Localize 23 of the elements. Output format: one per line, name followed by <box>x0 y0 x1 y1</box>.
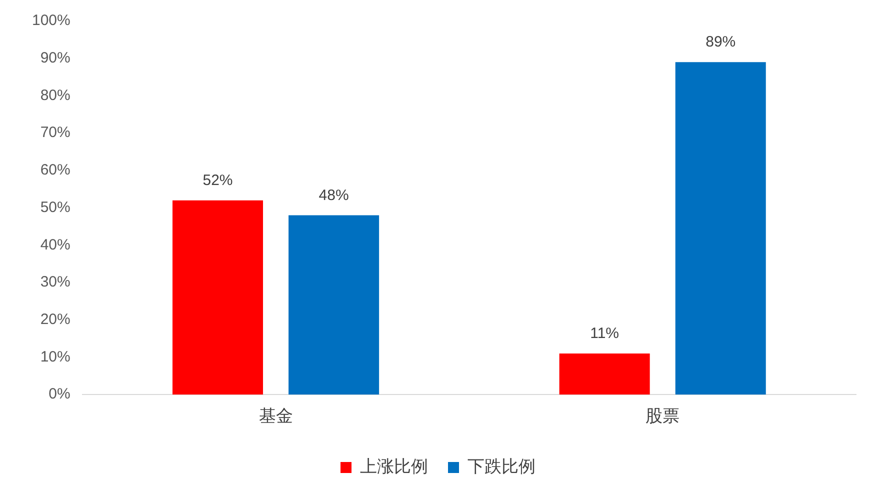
bar <box>675 62 766 395</box>
x-tick-label: 基金 <box>258 406 293 426</box>
y-tick-label: 20% <box>40 311 70 328</box>
y-tick-label: 50% <box>40 198 70 216</box>
y-tick-label: 10% <box>40 348 70 366</box>
y-tick-label: 100% <box>32 12 70 30</box>
y-tick-label: 80% <box>40 86 70 104</box>
legend-label: 上涨比例 <box>360 457 428 476</box>
x-tick-label: 股票 <box>646 406 680 426</box>
data-label: 89% <box>706 34 736 51</box>
y-tick-label: 0% <box>48 386 70 403</box>
y-tick-label: 90% <box>40 50 70 66</box>
bar <box>288 215 380 395</box>
y-tick-label: 60% <box>40 162 70 179</box>
legend-label: 下跌比例 <box>468 457 536 476</box>
bar <box>172 200 264 395</box>
y-tick-label: 40% <box>40 236 70 254</box>
data-label: 11% <box>590 325 620 342</box>
y-tick-label: 30% <box>40 274 70 291</box>
data-label: 52% <box>202 172 233 189</box>
data-label: 48% <box>318 186 349 204</box>
bar <box>559 354 650 395</box>
y-tick-label: 70% <box>40 124 70 142</box>
